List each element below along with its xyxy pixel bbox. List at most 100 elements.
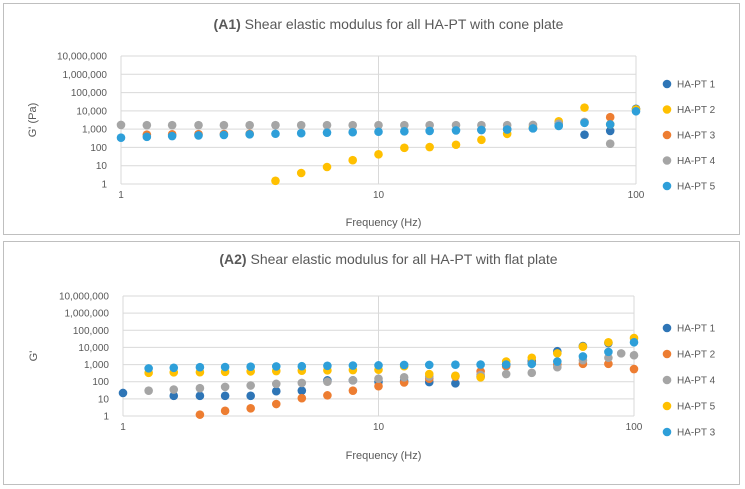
- data-point: [629, 337, 639, 347]
- legend-label: HA-PT 5: [677, 182, 716, 193]
- chart-title: (A2) Shear elastic modulus for all HA-PT…: [219, 251, 557, 267]
- data-point: [246, 381, 255, 390]
- data-point: [580, 118, 589, 128]
- data-point: [501, 360, 511, 369]
- data-point: [348, 155, 358, 165]
- data-point: [629, 350, 639, 360]
- data-point: [501, 369, 511, 379]
- series-ha-pt-4: [144, 349, 639, 395]
- data-point: [348, 386, 358, 395]
- data-point: [374, 381, 383, 391]
- data-point: [245, 120, 254, 130]
- data-point: [553, 349, 562, 358]
- data-point: [604, 337, 613, 347]
- chart-title-prefix: (A2): [219, 251, 246, 267]
- data-point: [424, 369, 434, 379]
- data-point: [348, 127, 358, 137]
- legend-label: HA-PT 3: [677, 428, 716, 439]
- x-axis-label: Frequency (Hz): [346, 217, 422, 229]
- y-tick-label: 1,000: [82, 125, 107, 136]
- data-point: [451, 379, 460, 388]
- y-axis-label: G' (Pa): [27, 103, 39, 138]
- y-tick-label: 10,000: [76, 106, 107, 117]
- data-point: [323, 377, 332, 387]
- data-point: [271, 176, 280, 186]
- legend-marker: [662, 427, 672, 437]
- data-point: [220, 406, 230, 416]
- data-point: [296, 120, 306, 130]
- y-tick-label: 10,000: [78, 343, 109, 354]
- data-point: [296, 128, 306, 138]
- data-point: [374, 120, 383, 130]
- series-ha-pt-2: [271, 103, 641, 186]
- data-point: [246, 391, 255, 401]
- data-point: [554, 121, 564, 131]
- data-point: [322, 120, 332, 130]
- data-point: [169, 391, 179, 401]
- data-point: [323, 361, 332, 371]
- data-point: [451, 140, 461, 150]
- data-point: [451, 371, 460, 381]
- y-tick-label: 1,000,000: [63, 70, 108, 81]
- chart-a1: (A1) Shear elastic modulus for all HA-PT…: [27, 16, 716, 229]
- legend-marker: [662, 375, 672, 385]
- data-point: [374, 127, 383, 137]
- chart-panel-a1: (A1) Shear elastic modulus for all HA-PT…: [3, 3, 740, 235]
- y-axis-label: G': [28, 351, 40, 362]
- data-point: [528, 124, 538, 133]
- data-point: [631, 106, 641, 116]
- legend-marker: [662, 349, 672, 359]
- y-tick-label: 100: [90, 143, 107, 154]
- data-point: [118, 388, 128, 398]
- data-point: [527, 353, 537, 363]
- data-point: [220, 362, 230, 372]
- data-point: [425, 126, 434, 136]
- data-point: [142, 132, 152, 142]
- data-point: [476, 373, 485, 382]
- y-tick-label: 100,000: [71, 88, 108, 99]
- data-point: [271, 386, 281, 396]
- y-tick-label: 1: [103, 412, 109, 423]
- legend-label: HA-PT 1: [677, 80, 716, 91]
- data-point: [578, 352, 588, 361]
- data-point: [271, 362, 281, 371]
- chart-panel-a2: (A2) Shear elastic modulus for all HA-PT…: [3, 241, 740, 485]
- data-point: [297, 386, 307, 395]
- data-point: [553, 357, 562, 366]
- data-point: [220, 391, 230, 401]
- data-point: [116, 133, 126, 143]
- data-point: [374, 361, 383, 370]
- data-point: [169, 363, 179, 373]
- data-point: [629, 364, 639, 374]
- legend-label: HA-PT 2: [677, 350, 716, 361]
- series-ha-pt-5: [144, 333, 639, 382]
- x-tick-label: 100: [626, 422, 643, 433]
- x-tick-label: 100: [628, 190, 645, 201]
- data-point: [195, 391, 205, 401]
- data-point: [578, 342, 588, 352]
- y-tick-label: 10: [98, 394, 110, 405]
- data-point: [348, 120, 358, 130]
- data-point: [605, 112, 615, 122]
- y-tick-label: 100,000: [73, 326, 110, 337]
- data-point: [451, 126, 461, 135]
- data-point: [605, 126, 615, 136]
- data-point: [271, 379, 281, 389]
- x-axis-label: Frequency (Hz): [346, 450, 422, 462]
- data-point: [219, 130, 229, 140]
- data-point: [580, 130, 589, 139]
- data-point: [477, 125, 486, 135]
- data-point: [476, 360, 485, 369]
- data-point: [323, 391, 332, 400]
- data-point: [580, 103, 589, 112]
- data-point: [400, 120, 409, 130]
- chart-title-text: Shear elastic modulus for all HA-PT with…: [247, 251, 558, 267]
- y-tick-label: 1,000: [84, 360, 109, 371]
- x-tick-label: 1: [118, 190, 124, 201]
- chart-title: (A1) Shear elastic modulus for all HA-PT…: [214, 16, 564, 32]
- data-point: [246, 404, 255, 413]
- data-point: [116, 120, 126, 130]
- x-tick-label: 10: [373, 190, 385, 201]
- data-point: [616, 349, 626, 358]
- data-point: [271, 399, 281, 409]
